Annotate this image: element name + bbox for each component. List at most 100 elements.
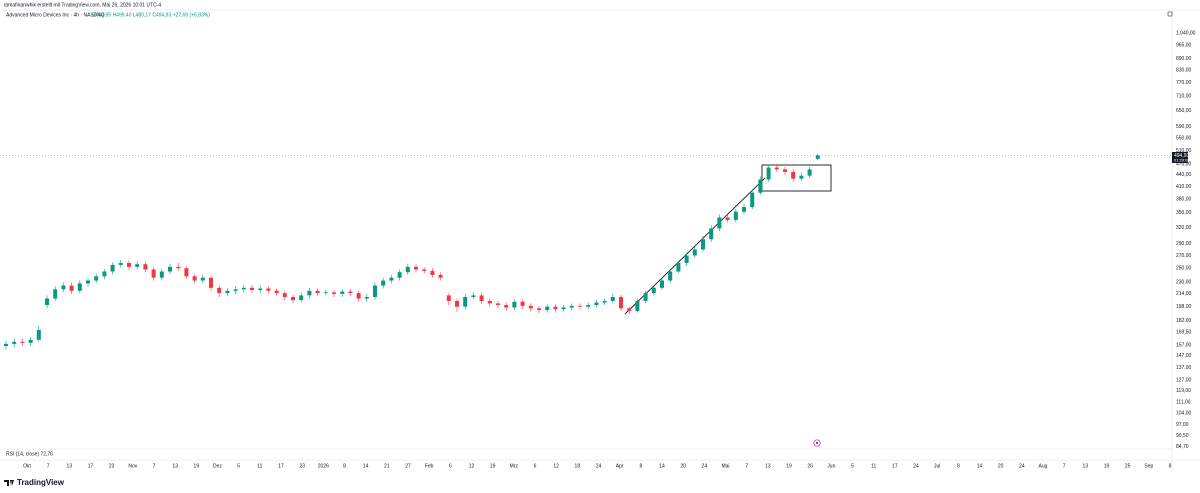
candle-body [660,280,664,288]
x-tick-label: 24 [913,463,919,469]
candle-body [807,169,812,176]
y-tick-label: 890,00 [1176,56,1192,62]
candle-body [332,292,336,294]
y-tick-label: 650,00 [1176,108,1192,114]
x-tick-label: 19 [194,463,200,469]
x-tick-label: 5 [237,463,240,469]
y-tick-label: 84,70 [1176,444,1189,450]
candle-body [528,305,533,309]
logo: TradingView [4,478,65,487]
candle-body [381,280,386,286]
x-tick-label: 8 [343,463,346,469]
x-tick-label: 2026 [318,463,329,469]
candle-body [151,269,156,278]
x-tick-label: 7 [47,463,50,469]
candle-body [463,296,468,307]
x-tick-label: 23 [109,463,115,469]
y-tick-label: 169,50 [1176,330,1192,336]
candle-body [77,283,82,291]
candle-body [553,306,558,310]
x-tick-label: 14 [363,463,369,469]
y-tick-label: 770,00 [1176,80,1192,86]
candle-body [619,296,623,309]
candle-body [512,301,517,308]
y-tick-label: 127,00 [1176,377,1192,383]
candle-body [168,266,172,272]
candle-body [643,293,648,301]
candle-body [12,341,17,344]
candle-body [545,306,550,311]
candle-body [725,217,730,220]
y-tick-label: 230,00 [1176,279,1192,285]
candle-body [299,295,304,301]
y-tick-label: 147,00 [1176,353,1192,359]
candle-body [258,288,263,291]
candle-body [94,276,99,281]
y-tick-label: 590,00 [1176,124,1192,130]
y-tick-label: 410,00 [1176,184,1192,190]
x-tick-label: 19 [1104,463,1110,469]
candle-body [217,287,222,294]
candle-body [192,276,197,281]
y-tick-label: 320,00 [1176,225,1192,231]
candle-body [799,175,804,179]
y-tick-label: 380,00 [1176,196,1192,202]
candle-body [479,295,484,301]
x-tick-label: 12 [553,463,559,469]
y-tick-label: 510,00 [1176,148,1192,154]
candle-body [20,341,25,343]
candle-body [364,296,369,299]
candle-body [422,269,427,271]
candle-body [627,308,632,311]
candle-body [586,305,591,307]
x-tick-label: Apr [616,463,624,469]
x-tick-label: 24 [596,463,602,469]
candle-body [504,305,509,308]
x-tick-label: 18 [575,463,581,469]
x-tick-label: 17 [892,463,898,469]
x-tick-label: 24 [1019,463,1025,469]
candle-body [758,179,763,193]
candle-body [692,249,697,256]
candle-body [69,285,74,291]
candle-body [135,264,140,267]
candle-body [487,300,492,304]
event-icon[interactable] [813,439,821,447]
y-tick-label: 198,00 [1176,304,1192,310]
x-tick-label: Nov [128,463,137,469]
candle-body [791,171,796,179]
y-tick-label: 104,00 [1176,410,1192,416]
candle-body [266,288,271,291]
candle-body [184,268,189,277]
event-icon-dot [815,441,819,445]
candle-body [742,207,746,212]
x-tick-label: 8 [957,463,960,469]
x-tick-label: 24 [702,463,708,469]
candle-body [635,300,640,311]
candle-body [446,295,451,301]
y-tick-label: 270,00 [1176,253,1192,259]
candle-body [815,155,820,159]
candle-body [750,192,755,208]
candle-body [676,262,681,272]
candle-body [233,289,238,291]
candle-body [651,287,656,294]
candle-body [709,228,714,240]
x-tick-label: 19 [786,463,792,469]
y-tick-label: 182,00 [1176,318,1192,324]
y-tick-label: 550,00 [1176,135,1192,141]
x-tick-label: 20 [680,463,686,469]
candle-body [36,329,41,340]
candle-body [373,285,377,297]
candle-body [602,300,607,303]
y-tick-label: 157,00 [1176,342,1192,348]
candle-body [438,274,443,278]
candle-body [430,270,435,275]
candle-body [561,307,566,310]
candle-body [118,262,123,265]
candle-body [414,266,418,270]
x-tick-label: 11 [257,463,262,469]
scale-button[interactable] [1167,11,1173,17]
trend-line [624,177,766,315]
